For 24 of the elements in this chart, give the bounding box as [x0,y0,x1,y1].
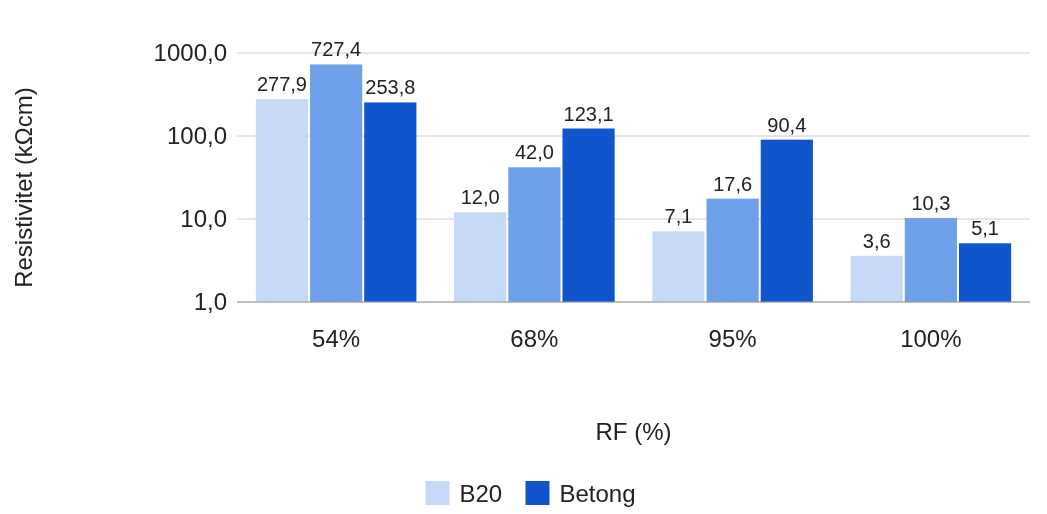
data-label: 277,9 [256,73,307,96]
data-label: 90,4 [767,113,807,136]
data-label: 253,8 [365,76,416,99]
data-label: 42,0 [514,141,554,164]
data-label: 727,4 [311,38,362,61]
y-tick-label: 1000,0 [153,39,227,67]
data-label: 5,1 [971,217,999,240]
data-label: 123,1 [563,102,614,125]
x-tick-label: 68% [510,325,559,352]
y-axis-title: Resistivitet (kΩcm) [10,87,37,288]
x-tick-label: 100% [900,325,962,352]
y-tick-label: 1,0 [193,288,227,316]
y-tick-label: 10,0 [180,205,227,233]
x-tick-label: 95% [708,325,757,352]
y-tick-label: 100,0 [166,122,227,150]
legend-label: B20 [459,480,503,507]
x-tick-label: 54% [312,325,361,352]
data-label: 3,6 [862,229,891,252]
data-label: 17,6 [713,172,753,195]
data-label: 12,0 [460,186,500,209]
x-axis-title: RF (%) [595,418,672,445]
data-label: 10,3 [911,191,951,214]
data-label: 7,1 [664,205,693,228]
legend-label: Betong [559,480,636,507]
